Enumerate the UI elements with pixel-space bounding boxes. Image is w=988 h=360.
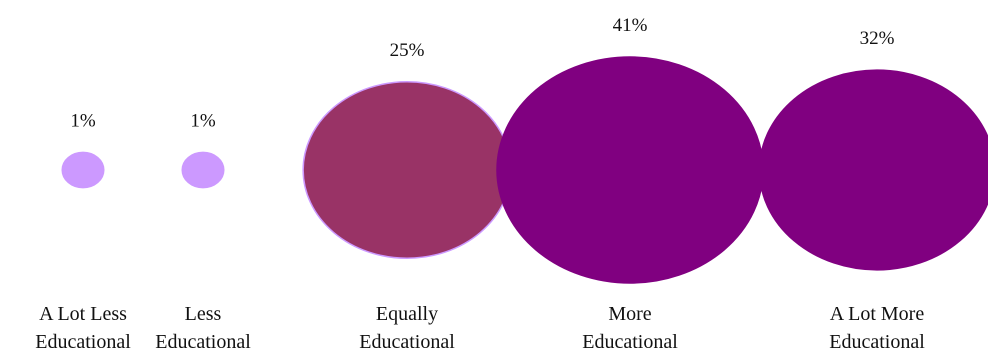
category-label-2-line-1: Educational <box>359 331 455 353</box>
data-label-3: 41% <box>613 15 648 36</box>
category-label-1: Less Educational <box>155 303 251 353</box>
bubble-1 <box>181 151 225 189</box>
category-label-0: A Lot Less Educational <box>35 303 131 353</box>
category-label-4: A Lot More Educational <box>829 303 925 353</box>
data-label-4: 32% <box>860 28 895 49</box>
category-label-1-line-1: Educational <box>155 331 251 353</box>
bubble-2 <box>302 81 512 259</box>
category-label-0-line-0: A Lot Less <box>39 303 127 325</box>
bubble-0 <box>61 151 105 189</box>
bubble-4 <box>758 69 988 271</box>
data-label-1: 1% <box>190 110 216 131</box>
category-label-3: More Educational <box>582 303 678 353</box>
category-label-2: Equally Educational <box>359 303 455 353</box>
data-label-2: 25% <box>390 40 425 61</box>
bubble-3 <box>496 56 764 284</box>
category-label-4-line-1: Educational <box>829 331 925 353</box>
category-label-4-line-0: A Lot More <box>830 303 925 325</box>
category-label-0-line-1: Educational <box>35 331 131 353</box>
data-label-0: 1% <box>70 110 96 131</box>
category-label-3-line-0: More <box>608 303 651 325</box>
category-label-1-line-0: Less <box>185 303 222 325</box>
category-label-3-line-1: Educational <box>582 331 678 353</box>
category-label-2-line-0: Equally <box>376 303 438 325</box>
